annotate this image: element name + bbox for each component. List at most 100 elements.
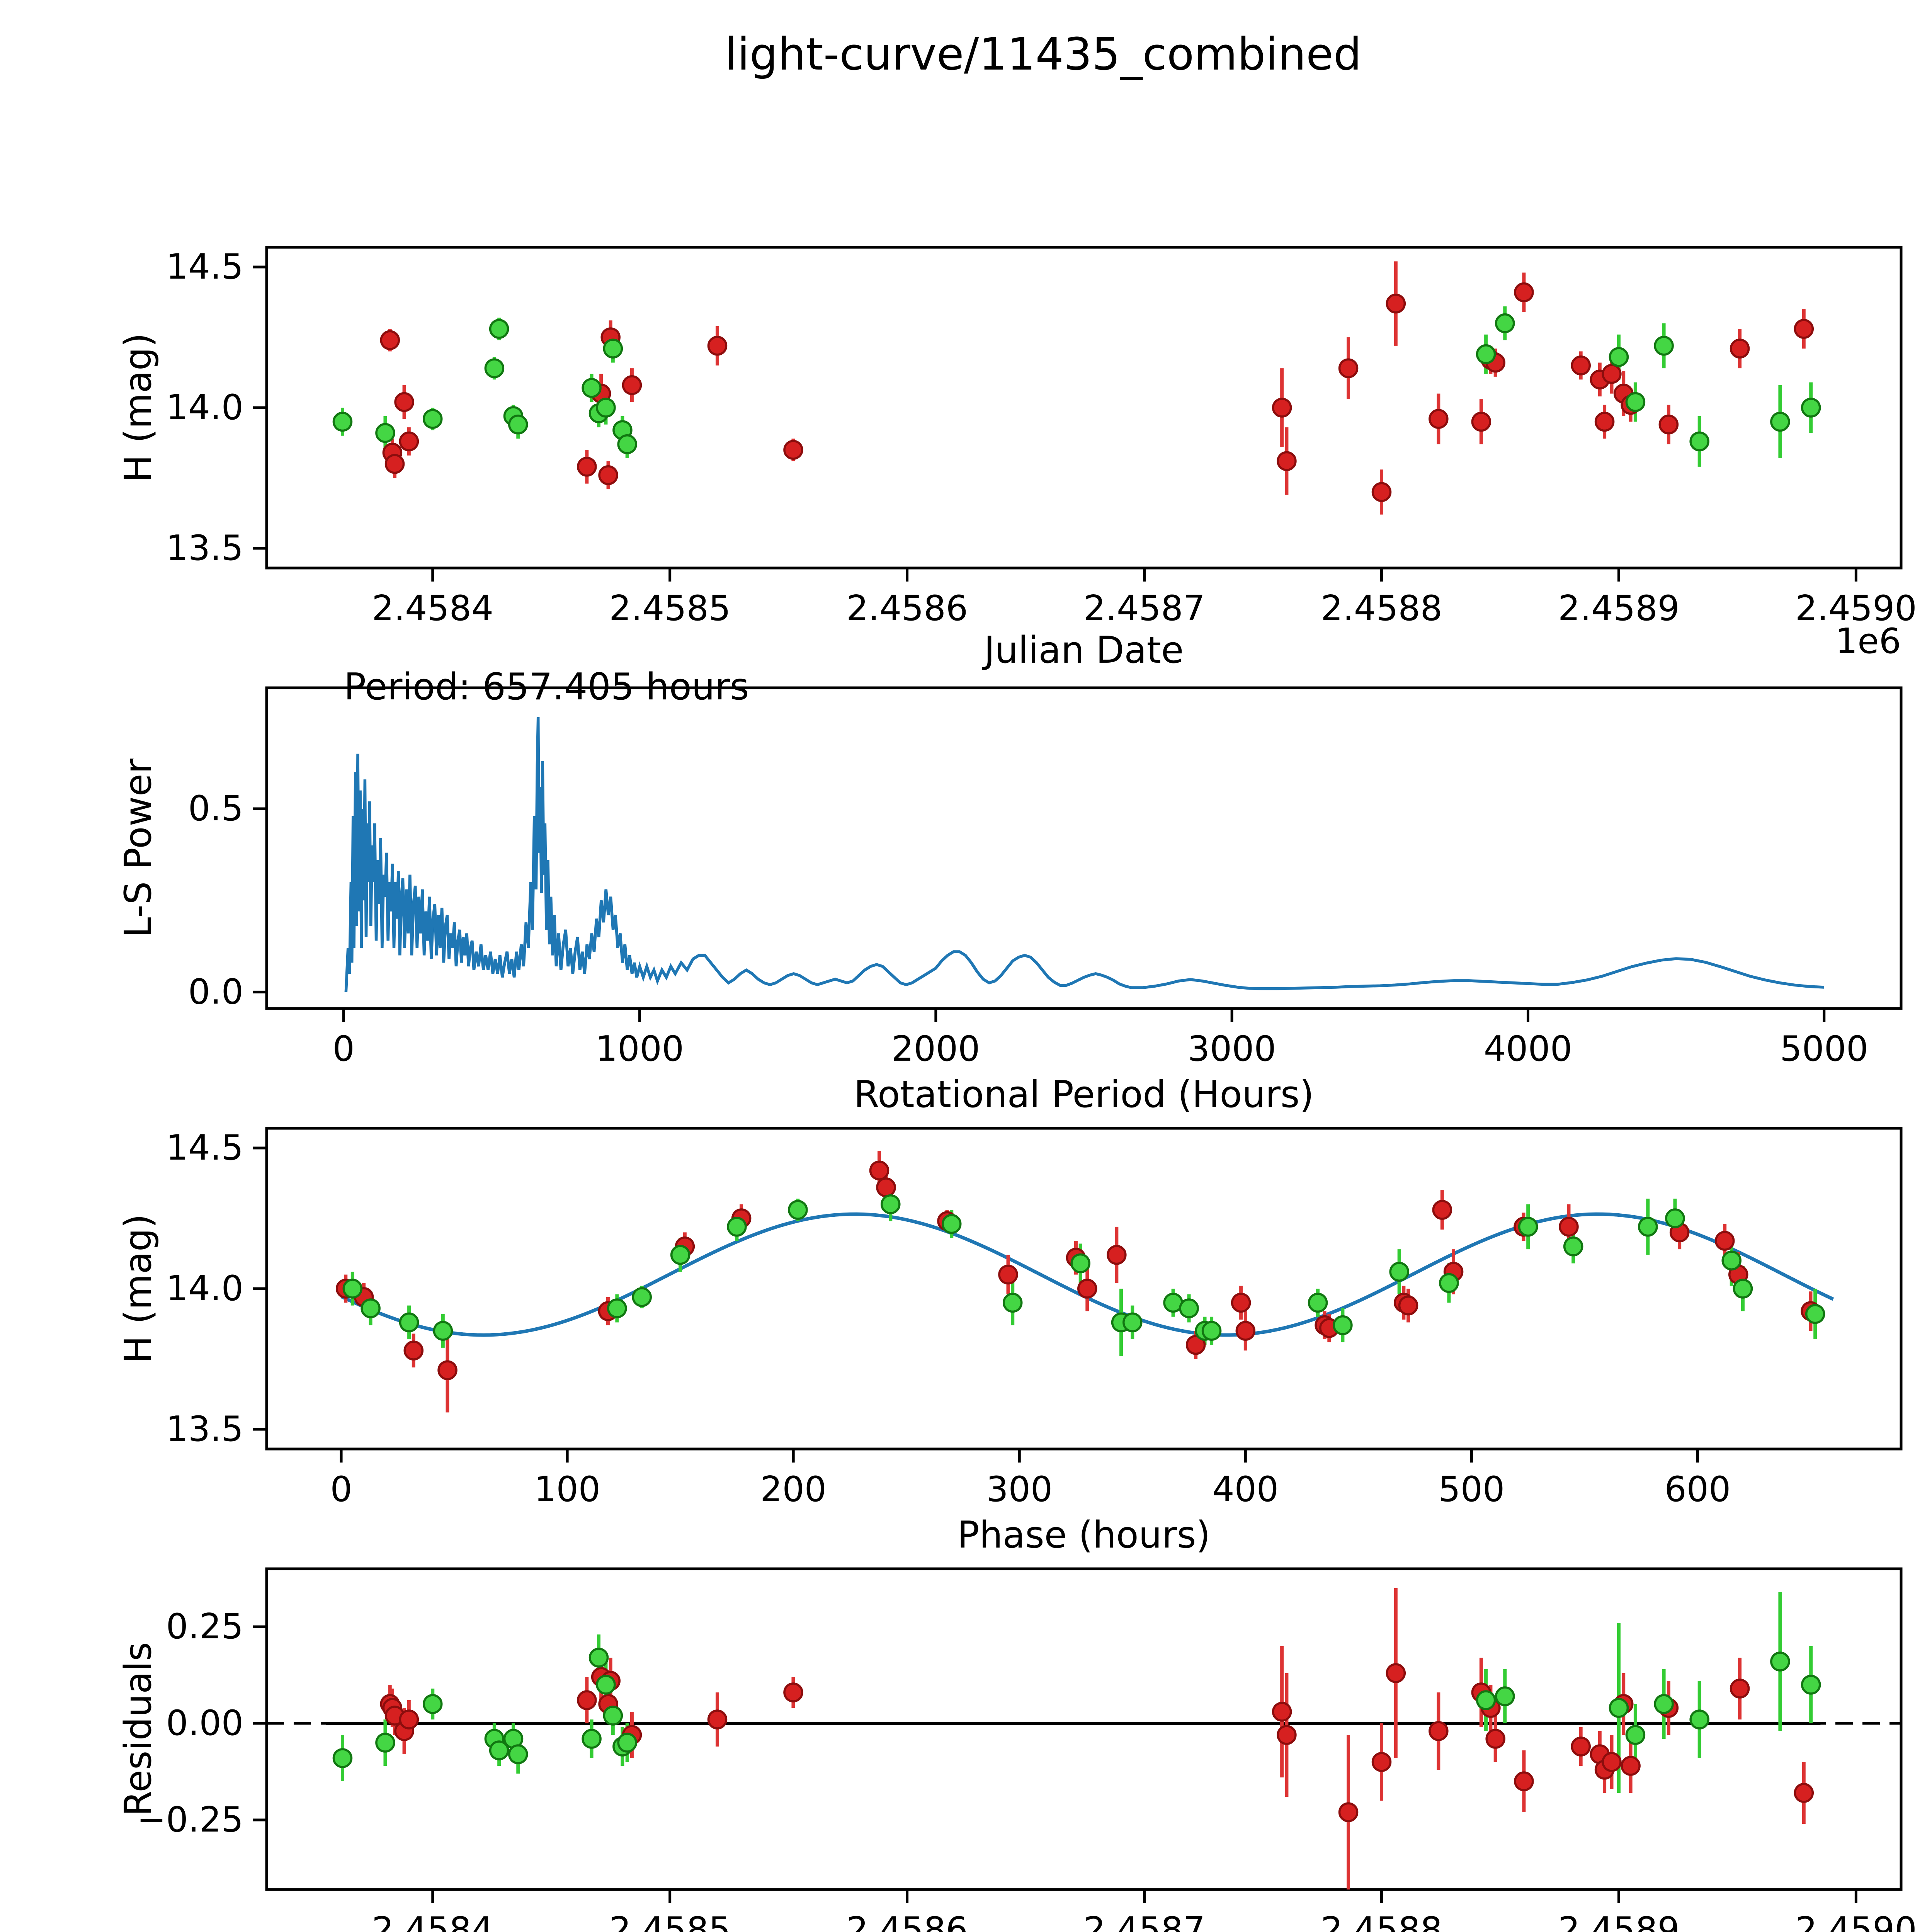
svg-text:2.4589: 2.4589 — [1558, 1910, 1680, 1932]
data-point-green-filter — [1638, 1217, 1658, 1237]
data-point-red-filter — [1277, 1725, 1297, 1745]
data-point-red-filter — [1730, 1679, 1750, 1699]
data-point-green-filter — [603, 338, 623, 359]
data-point-green-filter — [603, 1706, 623, 1726]
data-point-green-filter — [607, 1298, 627, 1318]
data-point-red-filter — [1429, 1721, 1449, 1741]
data-point-red-filter — [598, 465, 618, 485]
data-point-green-filter — [1609, 347, 1629, 367]
data-point-red-filter — [577, 457, 597, 477]
data-point-red-filter — [1231, 1293, 1251, 1313]
svg-text:2.4587: 2.4587 — [1083, 1910, 1205, 1932]
svg-text:100: 100 — [534, 1469, 600, 1510]
data-point-green-filter — [423, 1694, 443, 1714]
svg-text:4000: 4000 — [1484, 1029, 1572, 1069]
data-point-green-filter — [632, 1287, 652, 1307]
svg-text:2000: 2000 — [891, 1029, 980, 1069]
data-point-red-filter — [1602, 1752, 1622, 1772]
svg-text:2.4584: 2.4584 — [372, 1910, 493, 1932]
svg-text:200: 200 — [760, 1469, 827, 1510]
svg-text:500: 500 — [1438, 1469, 1505, 1510]
svg-text:14.5: 14.5 — [166, 247, 243, 287]
data-point-green-filter — [1122, 1312, 1143, 1333]
data-point-green-filter — [489, 319, 509, 339]
data-point-green-filter — [1563, 1236, 1583, 1257]
svg-text:300: 300 — [986, 1469, 1053, 1510]
data-point-green-filter — [1002, 1293, 1023, 1313]
data-point-green-filter — [727, 1217, 747, 1237]
x-axis-label-julian-date-top: Julian Date — [984, 630, 1184, 672]
svg-text:0: 0 — [330, 1469, 352, 1510]
data-point-green-filter — [508, 1744, 528, 1764]
periodogram-panel: 0 1000 2000 3000 4000 5000 0.0 0.5 — [188, 686, 1903, 1069]
data-point-green-filter — [788, 1200, 808, 1220]
svg-text:400: 400 — [1212, 1469, 1279, 1510]
data-point-red-filter — [1485, 1729, 1505, 1749]
svg-text:0.5: 0.5 — [188, 788, 243, 829]
data-point-red-filter — [622, 375, 642, 395]
data-point-red-filter — [1658, 414, 1679, 435]
svg-text:3000: 3000 — [1188, 1029, 1276, 1069]
data-point-red-filter — [1077, 1279, 1097, 1299]
data-point-red-filter — [1386, 1663, 1406, 1683]
data-point-red-filter — [998, 1264, 1018, 1285]
svg-text:13.5: 13.5 — [166, 528, 243, 568]
svg-text:2.4585: 2.4585 — [609, 1910, 731, 1932]
data-point-green-filter — [508, 414, 528, 435]
data-point-green-filter — [423, 409, 443, 429]
data-point-green-filter — [1689, 1709, 1709, 1730]
data-point-green-filter — [596, 1675, 616, 1695]
data-point-red-filter — [1338, 358, 1359, 378]
data-point-red-filter — [1386, 293, 1406, 314]
svg-text:0.00: 0.00 — [166, 1703, 243, 1743]
svg-text:14.0: 14.0 — [166, 1268, 243, 1309]
svg-text:1000: 1000 — [595, 1029, 684, 1069]
data-point-red-filter — [1471, 412, 1492, 432]
x-axis-label-rotational-period: Rotational Period (Hours) — [854, 1074, 1314, 1117]
x-axis-offset-text-top: 1e6 — [1835, 622, 1901, 663]
data-point-green-filter — [375, 1733, 395, 1753]
svg-text:2.4586: 2.4586 — [846, 1910, 968, 1932]
svg-text:2.4584: 2.4584 — [372, 588, 493, 629]
residuals-panel: 2.4584 2.4585 2.4586 2.4587 2.4588 2.4589 2.45… — [137, 1567, 1917, 1932]
data-point-green-filter — [1770, 1651, 1790, 1672]
data-point-green-filter — [1609, 1698, 1629, 1718]
data-point-red-filter — [1559, 1217, 1579, 1237]
data-point-green-filter — [588, 1648, 609, 1668]
data-point-green-filter — [1721, 1250, 1742, 1270]
data-point-red-filter — [1514, 1771, 1534, 1791]
data-point-red-filter — [1621, 1756, 1641, 1776]
data-point-green-filter — [1801, 1675, 1821, 1695]
data-point-green-filter — [484, 358, 505, 378]
data-point-red-filter — [1571, 1736, 1591, 1757]
svg-text:5000: 5000 — [1780, 1029, 1868, 1069]
data-point-red-filter — [1107, 1245, 1127, 1265]
data-point-green-filter — [1733, 1279, 1753, 1299]
data-point-green-filter — [617, 1733, 637, 1753]
data-point-red-filter — [1272, 1702, 1292, 1722]
data-point-red-filter — [1794, 319, 1814, 339]
data-point-green-filter — [1179, 1298, 1199, 1318]
data-point-green-filter — [1070, 1253, 1090, 1274]
data-point-red-filter — [437, 1360, 457, 1380]
data-point-green-filter — [1770, 412, 1790, 432]
data-point-red-filter — [380, 330, 400, 350]
data-point-red-filter — [1714, 1231, 1735, 1251]
data-point-green-filter — [433, 1321, 453, 1341]
data-point-green-filter — [1439, 1273, 1459, 1293]
period-annotation: Period: 657.405 hours — [344, 667, 749, 709]
x-axis-label-phase: Phase (hours) — [957, 1515, 1211, 1557]
svg-text:2.4587: 2.4587 — [1083, 588, 1205, 629]
data-point-green-filter — [582, 1729, 602, 1749]
data-point-red-filter — [399, 1709, 419, 1730]
data-point-red-filter — [707, 1709, 728, 1730]
data-point-red-filter — [869, 1160, 889, 1180]
svg-text:600: 600 — [1665, 1469, 1731, 1510]
data-point-green-filter — [399, 1312, 419, 1333]
data-point-green-filter — [1654, 1694, 1674, 1714]
data-point-red-filter — [1602, 364, 1622, 384]
data-point-red-filter — [1371, 482, 1392, 502]
data-point-green-filter — [375, 423, 395, 443]
